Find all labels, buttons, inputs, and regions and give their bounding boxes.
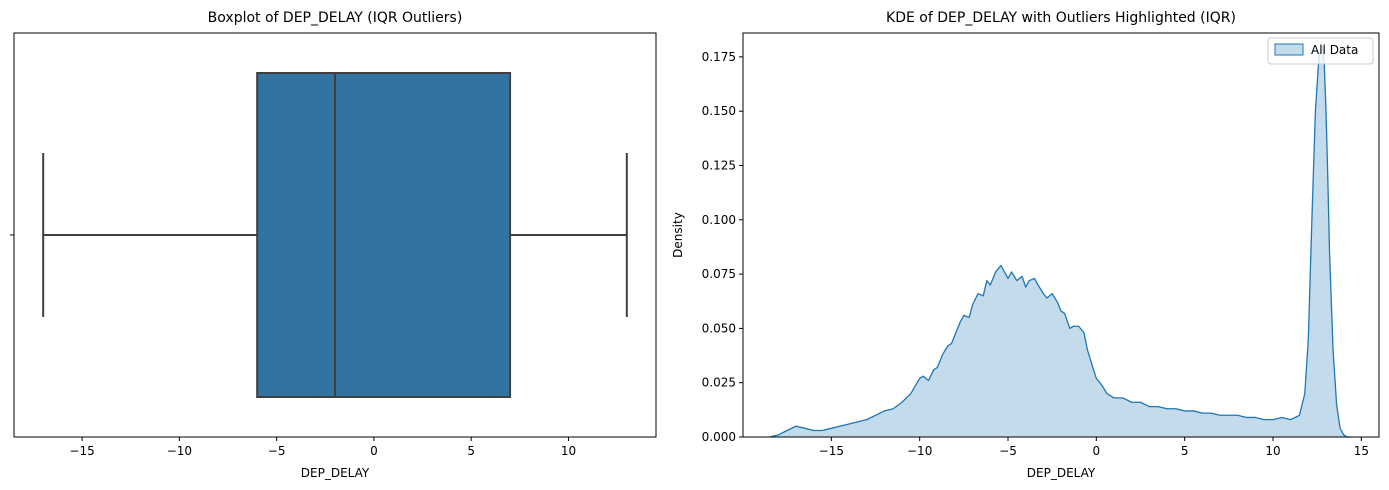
kde-x-tick-label: 0 (1093, 444, 1101, 458)
kde-y-tick-label: 0.175 (702, 50, 736, 64)
kde-y-ticks: 0.000 0.025 0.050 0.075 0.100 0.125 0.150 0.175 (702, 50, 743, 444)
kde-y-tick-label: 0.025 (702, 376, 736, 390)
kde-y-tick-label: 0.125 (702, 158, 736, 172)
kde-x-tick-label: −5 (999, 444, 1017, 458)
boxplot-x-tick-label: 0 (370, 444, 378, 458)
kde-x-tick-label: −15 (819, 444, 844, 458)
boxplot-marks (42, 72, 628, 398)
kde-area-fill (769, 46, 1351, 437)
kde-y-tick-label: 0.150 (702, 104, 736, 118)
boxplot-x-tick-label: 5 (467, 444, 475, 458)
kde-x-ticks: −15 −10 −5 0 5 10 15 (819, 437, 1369, 458)
kde-marks (769, 45, 1351, 438)
kde-y-tick-label: 0.000 (702, 430, 736, 444)
kde-x-tick-label: 5 (1181, 444, 1189, 458)
kde-y-tick-label: 0.050 (702, 321, 736, 335)
kde-panel: KDE of DEP_DELAY with Outliers Highlight… (671, 10, 1380, 480)
legend-label: All Data (1311, 43, 1358, 57)
boxplot-x-tick-label: 10 (561, 444, 576, 458)
kde-x-tick-label: 15 (1354, 444, 1369, 458)
boxplot-x-tick-label: −15 (69, 444, 94, 458)
kde-title: KDE of DEP_DELAY with Outliers Highlight… (886, 10, 1236, 26)
kde-legend: All Data (1267, 37, 1374, 65)
kde-x-tick-label: 10 (1265, 444, 1280, 458)
boxplot-title: Boxplot of DEP_DELAY (IQR Outliers) (208, 10, 463, 26)
boxplot-panel: Boxplot of DEP_DELAY (IQR Outliers) −15−… (10, 10, 657, 480)
kde-y-axis-label: Density (671, 212, 685, 258)
kde-x-tick-label: −10 (907, 444, 932, 458)
boxplot-x-axis-label: DEP_DELAY (301, 466, 370, 480)
kde-line (769, 45, 1351, 438)
boxplot-x-tick-label: −5 (268, 444, 286, 458)
boxplot-x-tick-label: −10 (167, 444, 192, 458)
boxplot-box (256, 72, 512, 398)
kde-axes-frame (742, 32, 1380, 438)
kde-y-tick-label: 0.100 (702, 213, 736, 227)
kde-y-tick-label: 0.075 (702, 267, 736, 281)
kde-x-axis-label: DEP_DELAY (1027, 466, 1096, 480)
legend-swatch (1274, 43, 1304, 56)
boxplot-x-ticks: −15 −10 −5 0 5 10 (69, 437, 576, 458)
